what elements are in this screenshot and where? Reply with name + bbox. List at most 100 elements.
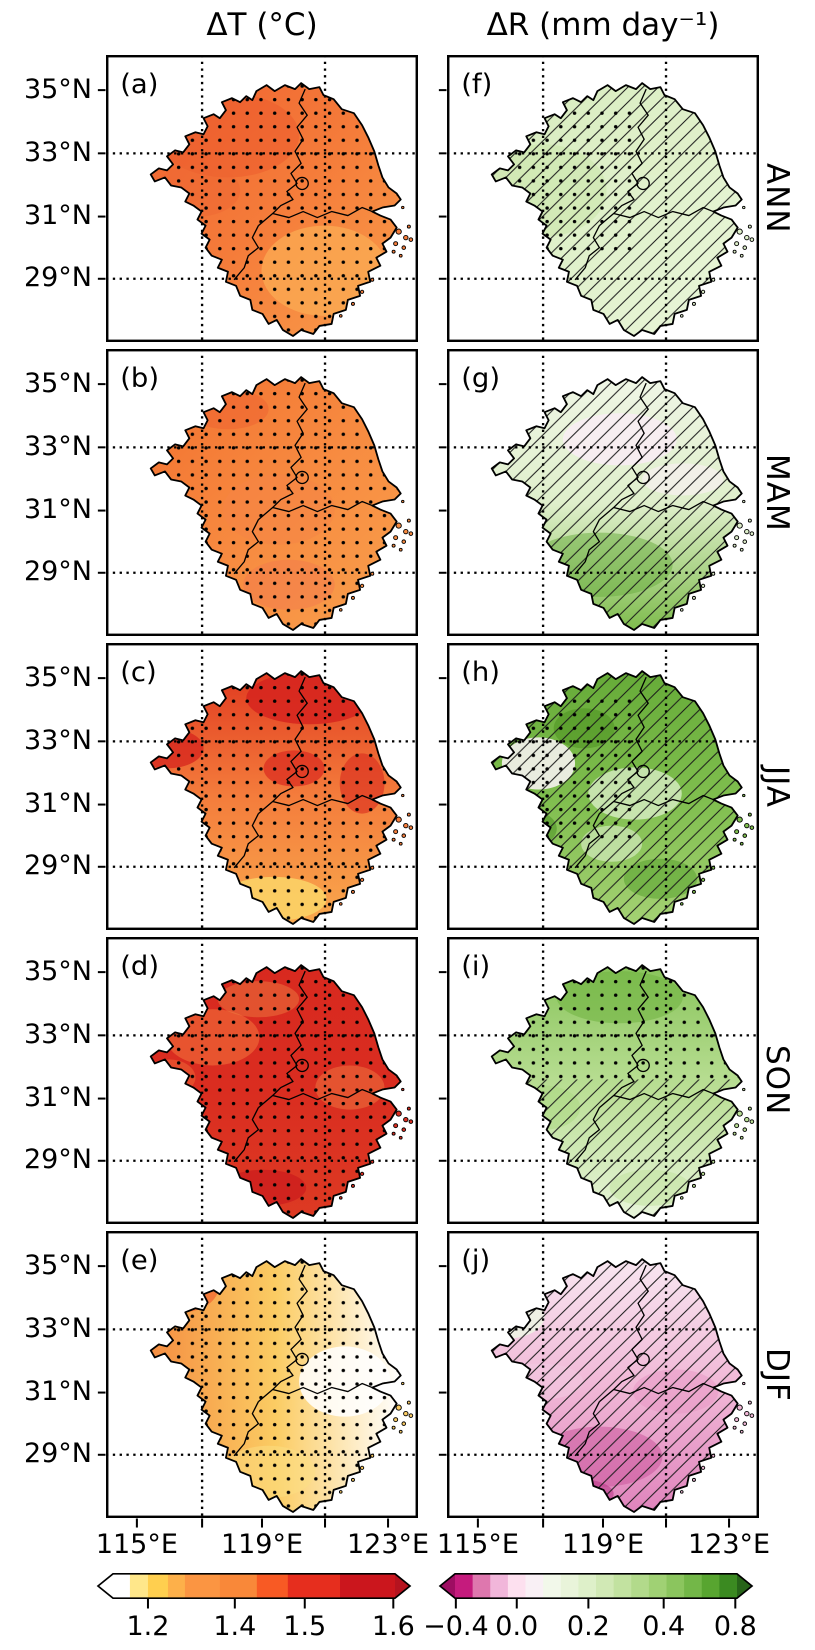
island [701,289,706,294]
panel-frame [106,1231,419,1519]
province-border [574,519,601,575]
latitude-label: 33°N [23,137,92,168]
enclave-boundary [636,764,650,779]
map-canvas: (j) [438,1231,760,1528]
island [744,234,750,241]
region-fill-group [491,1259,742,1512]
map-canvas: (a) [97,55,419,343]
colorbar-segment [167,1573,186,1599]
region-outline [149,1258,402,1513]
panel-frame [106,643,419,931]
province-border [233,1107,260,1163]
province-border [599,794,714,815]
island [395,1110,402,1117]
panel-frame [447,1231,760,1519]
colorbar-segment [219,1573,258,1599]
region-fill-group [491,83,742,336]
island [711,571,716,576]
panel-frame [106,55,419,343]
island [408,825,414,830]
island [734,535,740,541]
island [406,1106,411,1111]
island [679,314,684,318]
island [701,1465,706,1470]
colorbar-segment [613,1573,632,1599]
colorbar-segment [113,1573,131,1599]
map-canvas: (e) [97,1231,419,1528]
map-canvas: (g) [438,349,760,637]
island [350,595,355,600]
panel-label: (b) [120,363,159,394]
island [403,1116,409,1123]
enclave-boundary [295,470,309,485]
island [734,829,740,835]
stipple-dots-overlay [491,110,636,251]
island [749,1119,755,1124]
island [395,816,402,823]
island [401,499,405,504]
island [711,277,716,282]
island [739,1429,744,1434]
island [403,528,409,535]
island [679,902,684,906]
colorbar-arrow-right [395,1573,410,1599]
hatch-overlay [491,1259,742,1512]
colorbar-segment [684,1573,703,1599]
longitude-label: 119°E [220,1529,304,1560]
island [736,816,743,823]
colorbar-tick-label: 0.4 [642,1611,685,1642]
island [403,822,409,829]
panel-label: (c) [120,657,156,688]
region-fill-group [491,965,742,1218]
colorbar-segment [507,1573,526,1599]
province-border [599,1382,714,1403]
stipple-dots-overlay [491,965,742,1086]
province-border [613,88,649,215]
island [350,301,355,306]
map-panel-c: (c) [97,643,419,931]
province-border [272,676,308,803]
island [398,1429,403,1434]
colorbar-delta-r: −0.4 0.0 0.2 0.4 0.8 [423,1572,757,1642]
island [408,237,414,242]
region-outline [149,670,402,925]
panel-label: (g) [461,363,500,394]
panel-frame [447,349,760,637]
island [393,1417,399,1423]
island [370,1453,375,1458]
latitude-label: 31°N [23,1082,92,1113]
enclave-boundary [295,1352,309,1367]
island [742,245,748,250]
longitude-label: 115°E [436,1529,519,1560]
province-border [258,1088,373,1109]
row-label-mam: MAM [759,453,795,532]
panel-label: (a) [120,69,158,100]
province-border [599,500,714,521]
province-border [574,813,601,869]
colorbar-canvas: −0.4 0.0 0.2 0.4 0.8 [423,1572,757,1642]
colorbar-delta-t: 1.2 1.4 1.5 1.6 [96,1572,415,1642]
map-panel-j: (j) [438,1231,760,1528]
map-canvas: (i) [438,937,760,1225]
island [744,528,750,535]
island [734,1417,740,1423]
latitude-label: 33°N [23,1313,92,1344]
island [691,301,696,306]
latitude-label: 29°N [23,850,92,881]
island [732,1425,737,1430]
colorbar-segment [129,1573,149,1599]
province-border [574,1107,601,1163]
island [749,237,755,242]
colorbar-tick-label: 1.4 [213,1611,256,1642]
colorbar-segment [719,1573,738,1599]
island [679,1196,684,1200]
island [338,314,343,318]
map-canvas: (b) [97,349,419,637]
colorbar-arrow-left [440,1573,455,1599]
enclave-boundary [295,764,309,779]
stipple-dots-overlay [491,698,636,839]
region-outline [490,1258,743,1513]
province-border [258,1382,373,1403]
map-panel-g: (g) [438,349,760,637]
enclave-boundary [295,176,309,191]
